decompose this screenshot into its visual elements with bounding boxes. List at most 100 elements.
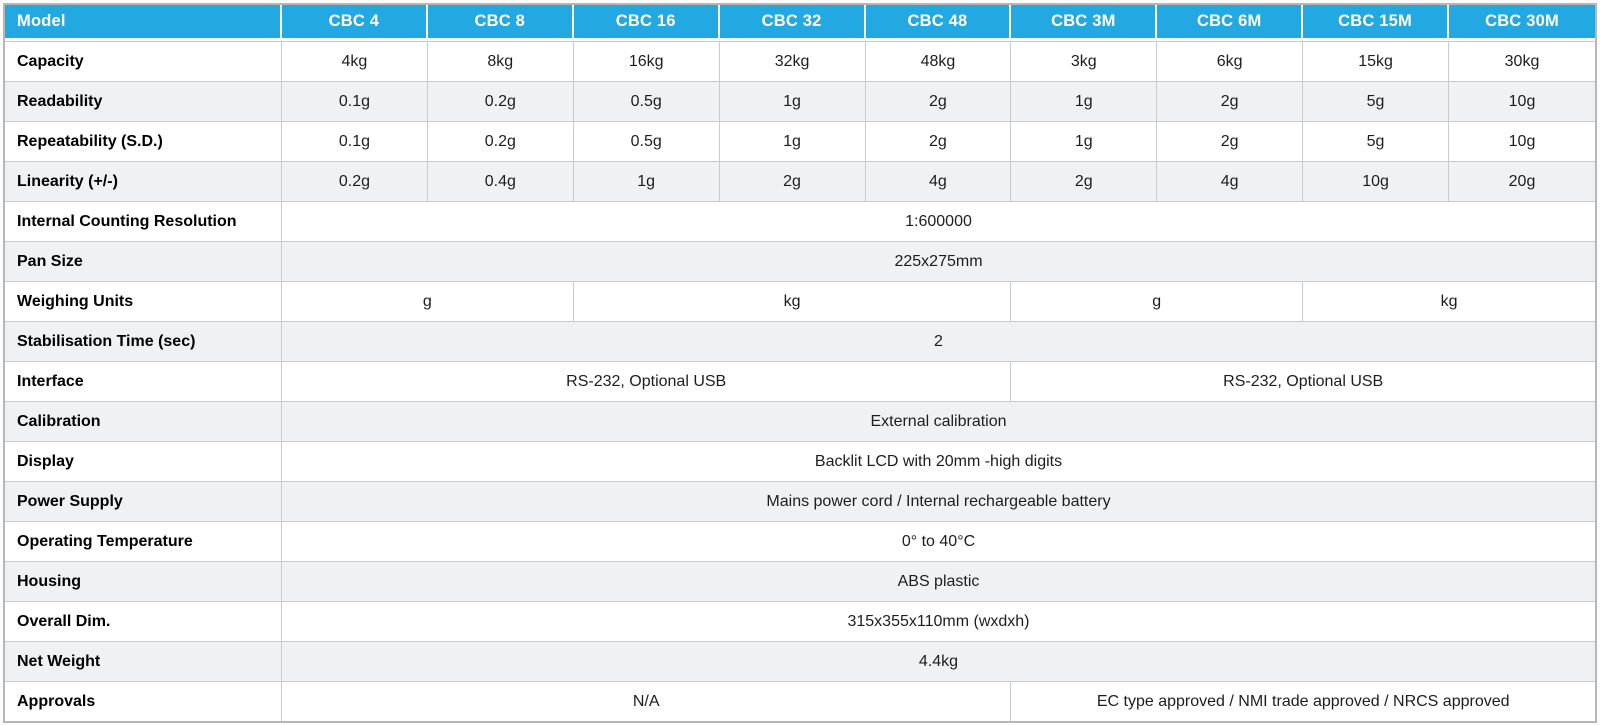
row-label-housing: Housing — [5, 561, 282, 601]
spec-table: Model CBC 4 CBC 8 CBC 16 CBC 32 CBC 48 CBC 3M C… — [3, 3, 1597, 723]
spec-cell: 0.2g — [427, 81, 574, 121]
row-label-stabilisation-time-sec: Stabilisation Time (sec) — [5, 321, 282, 361]
spec-cell: EC type approved / NMI trade approved / … — [1011, 681, 1595, 721]
row-housing: Housing ABS plastic — [5, 561, 1595, 601]
spec-cell: 10g — [1449, 121, 1595, 161]
header-col-cbc-48: CBC 48 — [865, 5, 1012, 41]
row-label-operating-temperature: Operating Temperature — [5, 521, 282, 561]
row-label-repeatability-s-d: Repeatability (S.D.) — [5, 121, 282, 161]
header-col-cbc-15m: CBC 15M — [1303, 5, 1449, 41]
spec-cell: 8kg — [427, 41, 574, 81]
row-label-approvals: Approvals — [5, 681, 282, 721]
spec-cell: 0.5g — [573, 81, 720, 121]
spec-cell: 4kg — [282, 41, 428, 81]
spec-cell: 48kg — [865, 41, 1012, 81]
spec-cell: 4g — [865, 161, 1012, 201]
spec-cell: 1g — [1011, 81, 1158, 121]
header-col-cbc-32: CBC 32 — [719, 5, 866, 41]
spec-cell: 1g — [573, 161, 720, 201]
row-label-interface: Interface — [5, 361, 282, 401]
row-power-supply: Power Supply Mains power cord / Internal … — [5, 481, 1595, 521]
spec-cell: 0.1g — [282, 121, 428, 161]
row-label-capacity: Capacity — [5, 41, 282, 81]
spec-cell: 16kg — [573, 41, 720, 81]
spec-cell: 10g — [1449, 81, 1595, 121]
row-label-power-supply: Power Supply — [5, 481, 282, 521]
row-label-weighing-units: Weighing Units — [5, 281, 282, 321]
row-internal-counting-resolution: Internal Counting Resolution 1:600000 — [5, 201, 1595, 241]
row-overall-dim: Overall Dim. 315x355x110mm (wxdxh) — [5, 601, 1595, 641]
spec-cell: 3kg — [1011, 41, 1158, 81]
spec-cell: 2g — [1157, 121, 1304, 161]
header-col-cbc-8: CBC 8 — [427, 5, 574, 41]
spec-cell: 2g — [719, 161, 866, 201]
row-label-calibration: Calibration — [5, 401, 282, 441]
spec-cell: 5g — [1303, 121, 1449, 161]
row-calibration: Calibration External calibration — [5, 401, 1595, 441]
spec-cell: 5g — [1303, 81, 1449, 121]
row-linearity: Linearity (+/-) 0.2g 0.4g 1g 2g 4g 2g 4g 10g 20g — [5, 161, 1595, 201]
header-col-cbc-4: CBC 4 — [282, 5, 428, 41]
spec-cell: 0.2g — [282, 161, 428, 201]
spec-cell: RS-232, Optional USB — [1011, 361, 1595, 401]
row-weighing-units: Weighing Units g kg g kg — [5, 281, 1595, 321]
spec-cell: 315x355x110mm (wxdxh) — [282, 601, 1595, 641]
spec-cell: kg — [573, 281, 1012, 321]
spec-cell: 4.4kg — [282, 641, 1595, 681]
row-label-readability: Readability — [5, 81, 282, 121]
spec-cell: 20g — [1449, 161, 1595, 201]
spec-cell: 2g — [1011, 161, 1158, 201]
spec-cell: Backlit LCD with 20mm -high digits — [282, 441, 1595, 481]
row-readability: Readability 0.1g 0.2g 0.5g 1g 2g 1g 2g 5g 10g — [5, 81, 1595, 121]
row-label-display: Display — [5, 441, 282, 481]
header-model-label: Model — [5, 5, 282, 41]
spec-cell: 30kg — [1449, 41, 1595, 81]
spec-cell: 6kg — [1157, 41, 1304, 81]
header-col-cbc-3m: CBC 3M — [1011, 5, 1158, 41]
spec-cell: 1g — [1011, 121, 1158, 161]
row-label-net-weight: Net Weight — [5, 641, 282, 681]
row-label-overall-dim: Overall Dim. — [5, 601, 282, 641]
spec-cell: 2g — [865, 81, 1012, 121]
row-display: Display Backlit LCD with 20mm -high digit… — [5, 441, 1595, 481]
spec-cell: 4g — [1157, 161, 1304, 201]
spec-cell: 1:600000 — [282, 201, 1595, 241]
row-interface: Interface RS-232, Optional USB RS-232, Opt… — [5, 361, 1595, 401]
spec-cell: RS-232, Optional USB — [282, 361, 1012, 401]
spec-cell: g — [1011, 281, 1304, 321]
spec-cell: 225x275mm — [282, 241, 1595, 281]
spec-cell: 15kg — [1303, 41, 1449, 81]
spec-cell: N/A — [282, 681, 1012, 721]
row-capacity: Capacity 4kg 8kg 16kg 32kg 48kg 3kg 6kg 15kg 30kg — [5, 41, 1595, 81]
spec-table-body: Capacity 4kg 8kg 16kg 32kg 48kg 3kg 6kg 15kg 30kg… — [5, 41, 1595, 721]
spec-cell: 32kg — [719, 41, 866, 81]
header-row: Model CBC 4 CBC 8 CBC 16 CBC 32 CBC 48 CBC 3M C… — [5, 5, 1595, 41]
spec-cell: 0.4g — [427, 161, 574, 201]
row-repeatability-s-d: Repeatability (S.D.) 0.1g 0.2g 0.5g 1g 2g 1g 2g… — [5, 121, 1595, 161]
spec-cell: 1g — [719, 121, 866, 161]
row-pan-size: Pan Size 225x275mm — [5, 241, 1595, 281]
header-col-cbc-6m: CBC 6M — [1157, 5, 1304, 41]
spec-cell: 0.5g — [573, 121, 720, 161]
spec-cell: 10g — [1303, 161, 1449, 201]
spec-cell: g — [282, 281, 574, 321]
spec-cell: 0.1g — [282, 81, 428, 121]
row-approvals: Approvals N/A EC type approved / NMI trade… — [5, 681, 1595, 721]
row-operating-temperature: Operating Temperature 0° to 40°C — [5, 521, 1595, 561]
spec-cell: 2g — [865, 121, 1012, 161]
row-stabilisation-time-sec: Stabilisation Time (sec) 2 — [5, 321, 1595, 361]
header-col-cbc-16: CBC 16 — [573, 5, 720, 41]
spec-cell: 2 — [282, 321, 1595, 361]
spec-cell: Mains power cord / Internal rechargeable… — [282, 481, 1595, 521]
row-label-internal-counting-resolution: Internal Counting Resolution — [5, 201, 282, 241]
row-label-pan-size: Pan Size — [5, 241, 282, 281]
row-net-weight: Net Weight 4.4kg — [5, 641, 1595, 681]
spec-cell: 2g — [1157, 81, 1304, 121]
spec-cell: 0.2g — [427, 121, 574, 161]
row-label-linearity: Linearity (+/-) — [5, 161, 282, 201]
spec-cell: 1g — [719, 81, 866, 121]
spec-cell: 0° to 40°C — [282, 521, 1595, 561]
header-col-cbc-30m: CBC 30M — [1449, 5, 1595, 41]
spec-cell: kg — [1303, 281, 1595, 321]
